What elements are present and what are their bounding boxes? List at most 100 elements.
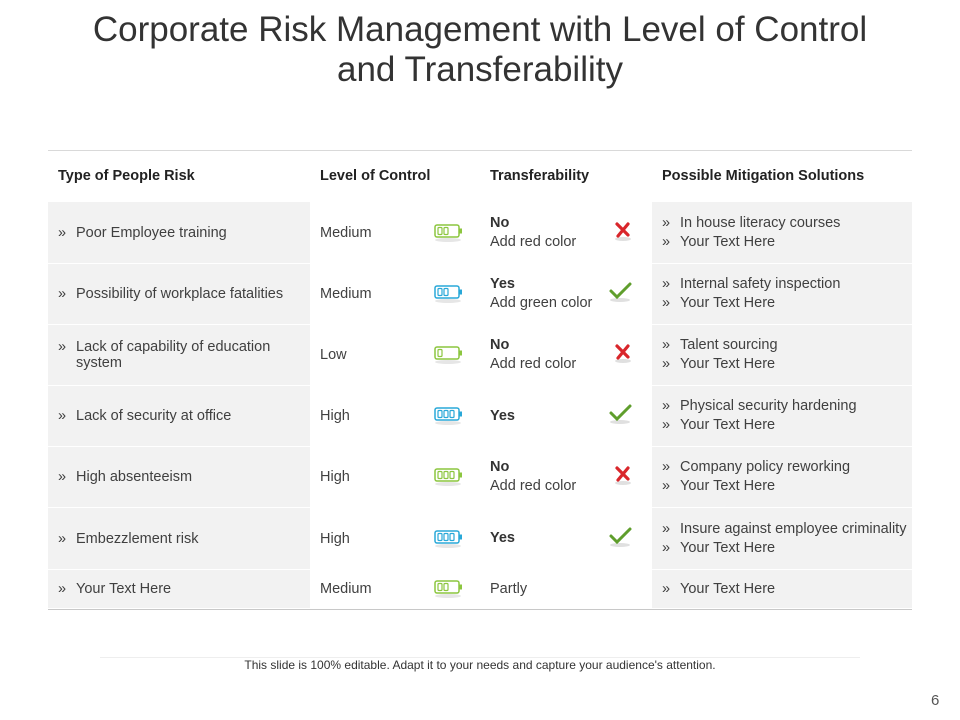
risk-cell: Possibility of workplace fatalities xyxy=(48,264,310,324)
control-cell: Medium xyxy=(320,224,372,241)
mitigation-item: Your Text Here xyxy=(662,355,778,374)
header-cell: Level of Control xyxy=(320,168,431,184)
mitigation-cell: Talent sourcingYour Text Here xyxy=(652,325,912,385)
battery-icon xyxy=(434,223,462,242)
risk-cell: High absenteeism xyxy=(48,447,310,507)
transfer-cell: No Add red color xyxy=(480,447,652,507)
mitigation-item: Your Text Here xyxy=(662,294,840,313)
risk-text: Possibility of workplace fatalities xyxy=(58,286,283,302)
transfer-answer: No xyxy=(490,214,510,231)
battery-icon xyxy=(434,468,462,486)
mitigation-list: Internal safety inspectionYour Text Here xyxy=(662,275,840,313)
risk-cell: Your Text Here xyxy=(48,570,310,608)
mitigation-item: Talent sourcing xyxy=(662,336,778,355)
transfer-note: Add green color xyxy=(490,295,593,311)
mitigation-list: Insure against employee criminalityYour … xyxy=(662,520,906,558)
footer: This slide is 100% editable. Adapt it to… xyxy=(100,657,860,672)
cross-icon xyxy=(615,466,631,485)
header-cell: Type of People Risk xyxy=(58,168,195,184)
transfer-answer: No xyxy=(490,337,510,353)
mitigation-item: Physical security hardening xyxy=(662,397,857,416)
mitigation-item: In house literacy courses xyxy=(662,214,840,233)
battery-icon xyxy=(434,346,462,364)
mitigation-item: Insure against employee criminality xyxy=(662,520,906,539)
cross-icon xyxy=(615,221,631,241)
table: Type of People Risk Level of Control Tra… xyxy=(48,150,912,610)
risk-cell: Embezzlement risk xyxy=(48,508,310,569)
battery-icon xyxy=(434,285,462,303)
risk-text: Lack of capability of education system xyxy=(58,339,310,371)
battery-icon xyxy=(434,407,462,425)
risk-text: Your Text Here xyxy=(58,581,171,597)
transfer-answer: Yes xyxy=(490,276,515,292)
mitigation-cell: Insure against employee criminalityYour … xyxy=(652,508,912,569)
mitigation-item: Your Text Here xyxy=(662,580,775,599)
risk-cell: Poor Employee training xyxy=(48,202,310,263)
transfer-cell: Yes Add green color xyxy=(480,264,652,324)
header-cell: Possible Mitigation Solutions xyxy=(662,168,865,184)
risk-text: Lack of security at office xyxy=(58,408,231,424)
transfer-cell: Yes xyxy=(480,386,652,446)
mitigation-item: Your Text Here xyxy=(662,539,906,558)
page-number: 6 xyxy=(931,692,940,709)
risk-text: High absenteeism xyxy=(58,469,192,485)
icon-cell xyxy=(418,508,480,569)
check-icon xyxy=(609,282,632,302)
transfer-cell: No Add red color xyxy=(480,325,652,385)
mitigation-item: Internal safety inspection xyxy=(662,275,840,294)
transfer-answer: Yes xyxy=(490,407,515,424)
icon-cell xyxy=(418,202,480,263)
mitigation-list: Physical security hardeningYour Text Her… xyxy=(662,397,857,435)
icon-cell xyxy=(418,447,480,507)
transfer-stack: No Add red color xyxy=(490,336,576,374)
transfer-answer: No xyxy=(490,459,510,475)
icon-cell xyxy=(418,325,480,385)
control-cell: High xyxy=(320,530,350,547)
transfer-note: Add red color xyxy=(490,478,577,494)
mitigation-item: Your Text Here xyxy=(662,233,840,252)
mitigation-list: Your Text Here xyxy=(662,580,775,599)
transfer-stack: Yes Add green color xyxy=(490,275,592,313)
risk-text: Poor Employee training xyxy=(58,225,227,241)
transfer-answer: Partly xyxy=(490,580,528,597)
cross-icon xyxy=(615,344,631,363)
title: Corporate Risk Management with Level of … xyxy=(92,10,868,89)
table-row: Lack of capability of education system Lo… xyxy=(48,325,912,386)
table-row: Your Text Here Medium Partly Your Text Her… xyxy=(48,570,912,609)
mitigation-list: Company policy reworkingYour Text Here xyxy=(662,458,850,496)
mitigation-item: Your Text Here xyxy=(662,477,850,496)
mitigation-cell: Company policy reworkingYour Text Here xyxy=(652,447,912,507)
status-icon xyxy=(608,526,634,552)
transfer-stack: No Add red color xyxy=(490,214,576,252)
mitigation-cell: Your Text Here xyxy=(652,570,912,608)
transfer-answer: Yes xyxy=(490,530,515,546)
table-row: Embezzlement risk High Yes Insure against … xyxy=(48,508,912,570)
mitigation-cell: Internal safety inspectionYour Text Here xyxy=(652,264,912,324)
icon-cell xyxy=(418,264,480,324)
header-cell: Transferability xyxy=(490,168,590,184)
transfer-cell: Yes xyxy=(480,508,652,569)
risk-text: Embezzlement risk xyxy=(58,531,198,547)
transfer-stack: Yes xyxy=(490,529,515,548)
control-cell: Medium xyxy=(320,581,372,597)
transfer-note: Add red color xyxy=(490,233,577,250)
control-cell: Low xyxy=(320,347,347,363)
status-icon xyxy=(612,464,634,490)
mitigation-cell: Physical security hardeningYour Text Her… xyxy=(652,386,912,446)
table-row: Poor Employee training Medium No Add red c… xyxy=(48,202,912,264)
status-icon xyxy=(612,220,634,246)
mitigation-item: Your Text Here xyxy=(662,416,857,435)
risk-cell: Lack of security at office xyxy=(48,386,310,446)
control-cell: High xyxy=(320,408,350,424)
table-row: Lack of security at office High Yes Physic… xyxy=(48,386,912,447)
transfer-stack: Partly xyxy=(490,580,527,599)
battery-icon xyxy=(434,580,462,598)
transfer-cell: Partly xyxy=(480,570,652,608)
mitigation-list: In house literacy coursesYour Text Here xyxy=(662,214,840,252)
risk-cell: Lack of capability of education system xyxy=(48,325,310,385)
status-icon xyxy=(608,403,634,429)
control-cell: Medium xyxy=(320,286,372,302)
table-row: Possibility of workplace fatalities Mediu… xyxy=(48,264,912,325)
icon-cell xyxy=(418,570,480,608)
